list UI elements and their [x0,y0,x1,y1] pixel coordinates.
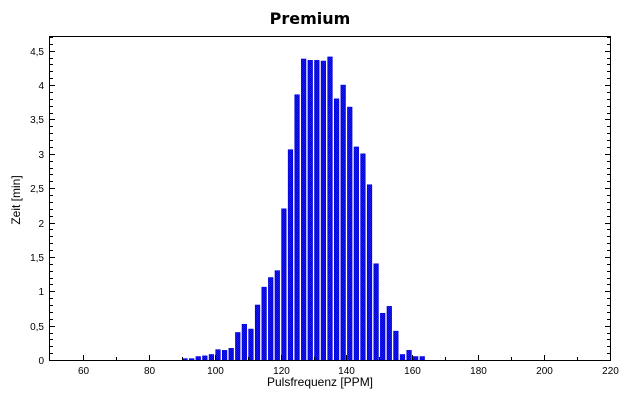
bar [373,263,379,361]
bar [274,270,280,361]
chart-title: Premium [269,9,351,28]
plot-frame [49,36,611,361]
bar [235,332,241,361]
bar [360,153,366,361]
bar [294,94,300,361]
bar [182,358,188,361]
bar [215,349,221,361]
y-tick-label: 0 [38,356,44,367]
bar [399,354,406,361]
bar [268,277,274,361]
x-tick-label: 140 [338,366,355,377]
bar [314,60,320,361]
bar [406,350,412,361]
bar [366,184,373,361]
x-tick-label: 80 [144,366,156,377]
bar [301,58,307,361]
bar [261,286,267,361]
y-tick-label: 0,5 [30,322,44,333]
y-tick-label: 3,5 [30,115,44,126]
y-tick-label: 4,5 [30,47,44,58]
y-tick-label: 4 [38,81,44,92]
bar [340,84,346,361]
bar [248,328,254,361]
bar [353,146,359,361]
bar [221,350,228,361]
bar [195,356,201,361]
bar [347,106,353,361]
bar [202,355,208,361]
bar [393,330,399,361]
x-tick-label: 100 [207,366,224,377]
bar [386,306,392,361]
bar [208,354,215,361]
x-tick-label: 220 [602,366,619,377]
bar [307,60,313,361]
bar [333,98,340,361]
x-tick-label: 200 [536,366,553,377]
bar [327,56,333,361]
y-tick-label: 1 [38,287,44,298]
bar [413,356,419,361]
y-tick-label: 1,5 [30,253,44,264]
x-tick-label: 120 [273,366,290,377]
bar [320,60,327,361]
bar [189,358,195,361]
x-tick-label: 60 [78,366,90,377]
bar [254,304,261,361]
bar [287,149,294,361]
bar [228,348,234,361]
bar [241,323,247,361]
y-tick-label: 3 [38,150,44,161]
y-axis-label: Zeit [min] [9,175,23,225]
x-tick-label: 180 [470,366,487,377]
y-tick-label: 2 [38,219,44,230]
bar [281,208,287,361]
y-tick-label: 2,5 [30,184,44,195]
x-axis-label: Pulsfrequenz [PPM] [266,375,374,389]
bar [419,356,425,361]
bar [380,312,386,361]
x-tick-label: 160 [404,366,421,377]
